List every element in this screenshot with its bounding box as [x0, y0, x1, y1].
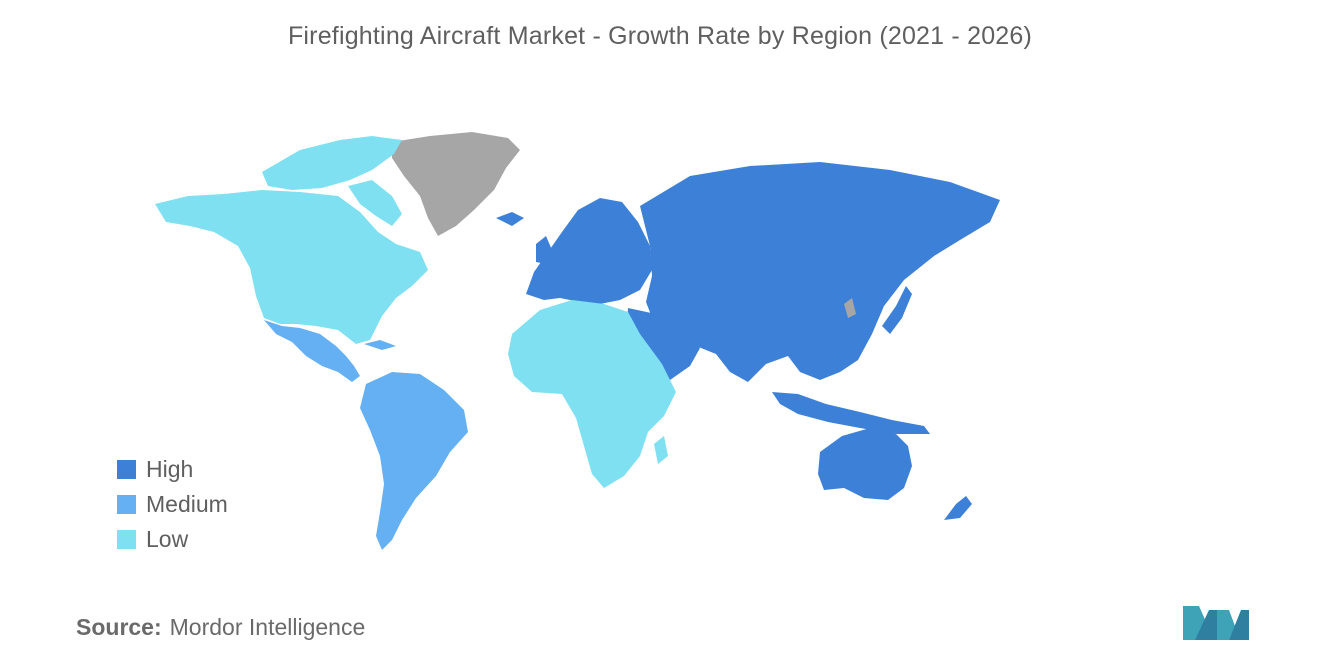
legend: High Medium Low	[117, 452, 228, 557]
region-korea	[844, 298, 856, 318]
legend-item-high: High	[117, 452, 228, 487]
mordor-intelligence-logo	[1183, 606, 1249, 640]
region-south-america	[360, 372, 468, 550]
legend-swatch-high	[117, 460, 136, 479]
region-greenland	[392, 132, 520, 236]
region-arctic-islands	[262, 136, 402, 190]
region-caribbean	[364, 340, 396, 350]
legend-swatch-low	[117, 530, 136, 549]
source-note: Source: Mordor Intelligence	[76, 614, 365, 641]
legend-swatch-medium	[117, 495, 136, 514]
source-text: Mordor Intelligence	[169, 614, 366, 640]
region-iceland	[496, 212, 524, 226]
region-southeast-asia	[772, 392, 930, 434]
legend-item-low: Low	[117, 522, 228, 557]
legend-item-medium: Medium	[117, 487, 228, 522]
region-europe	[526, 198, 652, 304]
legend-label-high: High	[146, 456, 194, 482]
region-australia	[818, 428, 912, 500]
region-new-zealand	[944, 496, 972, 520]
region-baffin	[348, 180, 402, 226]
region-japan	[882, 286, 912, 334]
region-africa	[508, 300, 676, 488]
legend-label-low: Low	[146, 526, 189, 552]
legend-label-medium: Medium	[146, 491, 228, 517]
region-asia	[640, 162, 1000, 382]
region-madagascar	[654, 436, 668, 464]
region-uk	[536, 236, 552, 264]
region-central-america	[264, 320, 360, 382]
region-north-america	[155, 190, 428, 344]
chart-title: Firefighting Aircraft Market - Growth Ra…	[287, 22, 1033, 50]
source-label: Source:	[76, 614, 162, 640]
